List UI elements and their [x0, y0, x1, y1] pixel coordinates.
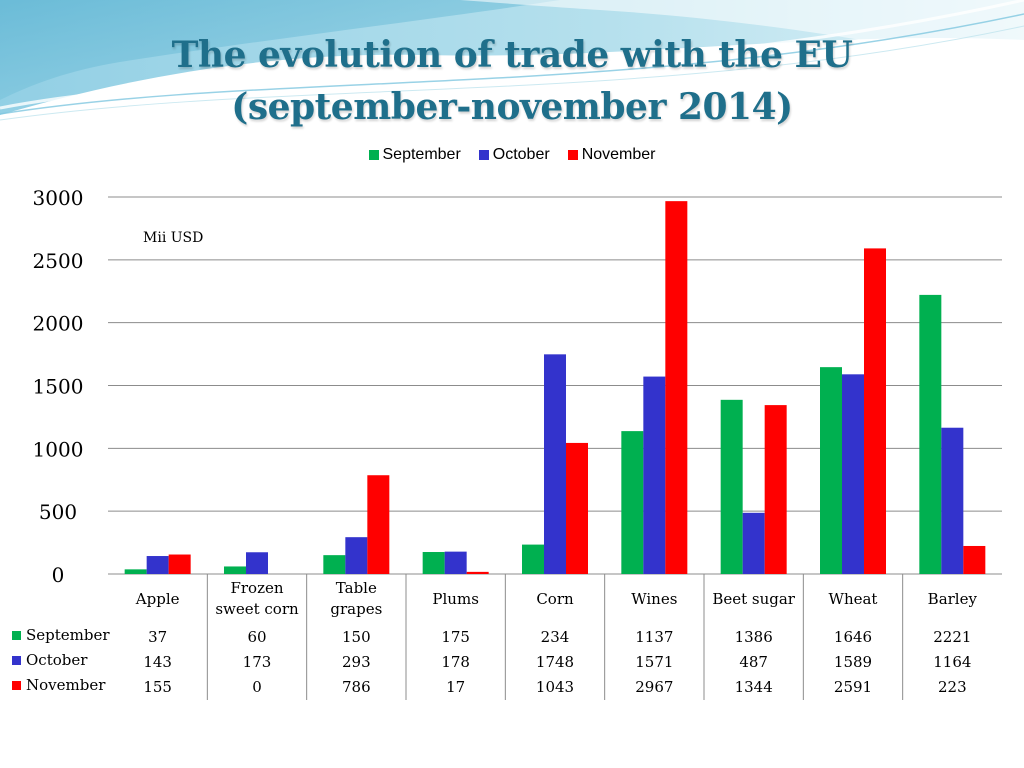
y-tick-label: 1500 — [33, 375, 84, 399]
legend-item-november: November — [567, 146, 656, 164]
y-tick-label: 1000 — [33, 437, 84, 461]
table-value: 175 — [441, 628, 470, 646]
x-category-label: Beet sugar — [712, 590, 795, 608]
bar-november — [963, 545, 986, 574]
table-value: 1043 — [536, 678, 574, 696]
table-value: 1589 — [834, 653, 872, 671]
bar-october — [146, 556, 169, 574]
table-value: 2967 — [635, 678, 673, 696]
bar-november — [168, 554, 191, 574]
y-tick-label: 0 — [52, 563, 65, 587]
legend-swatch — [567, 150, 578, 160]
bar-october — [444, 551, 467, 574]
legend-swatch — [368, 150, 379, 160]
x-category-label: Wines — [631, 590, 677, 608]
table-value: 1571 — [635, 653, 673, 671]
x-category-label: Frozen — [230, 579, 283, 597]
table-value: 178 — [441, 653, 470, 671]
x-category-label: sweet corn — [215, 600, 299, 618]
bar-october — [643, 376, 666, 574]
table-value: 487 — [739, 653, 768, 671]
bar-september — [820, 367, 842, 574]
y-tick-label: 3000 — [33, 186, 84, 210]
x-category-label: grapes — [330, 600, 382, 618]
table-value: 150 — [342, 628, 371, 646]
table-value: 1386 — [735, 628, 773, 646]
table-value: 786 — [342, 678, 371, 696]
table-value: 155 — [143, 678, 172, 696]
table-legend-swatch — [12, 656, 21, 665]
legend-swatch — [478, 150, 489, 160]
bar-september — [422, 552, 445, 574]
bar-november — [367, 475, 390, 574]
legend-item-october: October — [478, 146, 550, 164]
table-series-label: September — [26, 626, 110, 644]
bar-november — [764, 405, 787, 574]
table-value: 1137 — [635, 628, 673, 646]
bar-october — [941, 427, 964, 574]
table-value: 1344 — [735, 678, 773, 696]
unit-label: Mii USD — [143, 230, 203, 246]
table-legend-swatch — [12, 631, 21, 640]
chart-legend: September October November — [0, 146, 1024, 164]
bar-september — [124, 569, 147, 574]
table-value: 223 — [938, 678, 967, 696]
y-tick-label: 2000 — [33, 312, 84, 336]
table-value: 1164 — [933, 653, 971, 671]
bar-september — [323, 555, 346, 574]
table-legend-swatch — [12, 681, 21, 690]
table-value: 143 — [143, 653, 172, 671]
y-tick-label: 500 — [39, 500, 77, 524]
slide-subtitle: (september-november 2014) — [231, 86, 793, 128]
bar-october — [842, 374, 864, 574]
x-category-label: Plums — [432, 590, 478, 608]
bar-september — [522, 544, 544, 574]
slide-title: The evolution of trade with the EU — [171, 34, 853, 76]
legend-item-september: September — [368, 146, 461, 164]
table-series-label: November — [26, 676, 106, 694]
table-series-label: October — [26, 651, 88, 669]
table-value: 173 — [243, 653, 272, 671]
table-value: 2221 — [933, 628, 971, 646]
legend-label: November — [581, 146, 656, 163]
bar-september — [224, 566, 246, 574]
table-value: 17 — [446, 678, 465, 696]
x-category-label: Apple — [135, 590, 180, 608]
x-category-label: Corn — [536, 590, 574, 608]
table-value: 1646 — [834, 628, 872, 646]
table-value: 2591 — [834, 678, 872, 696]
legend-label: October — [492, 146, 550, 163]
bar-november — [466, 571, 489, 574]
x-category-label: Table — [336, 579, 377, 597]
bar-september — [621, 431, 644, 574]
bar-november — [566, 442, 588, 574]
table-value: 1748 — [536, 653, 574, 671]
bar-october — [742, 512, 765, 574]
bar-november — [864, 248, 886, 575]
x-category-label: Wheat — [829, 590, 878, 608]
x-category-label: Barley — [928, 590, 978, 608]
bar-september — [720, 399, 743, 574]
table-value: 234 — [541, 628, 570, 646]
bar-october — [345, 537, 368, 574]
table-value: 0 — [252, 678, 262, 696]
y-tick-label: 2500 — [33, 249, 84, 273]
table-value: 293 — [342, 653, 371, 671]
table-value: 37 — [148, 628, 167, 646]
bar-october — [246, 552, 268, 574]
bar-september — [919, 294, 942, 574]
table-value: 60 — [247, 628, 266, 646]
legend-label: September — [382, 146, 461, 163]
bar-november — [665, 201, 688, 574]
bar-october — [544, 354, 566, 574]
